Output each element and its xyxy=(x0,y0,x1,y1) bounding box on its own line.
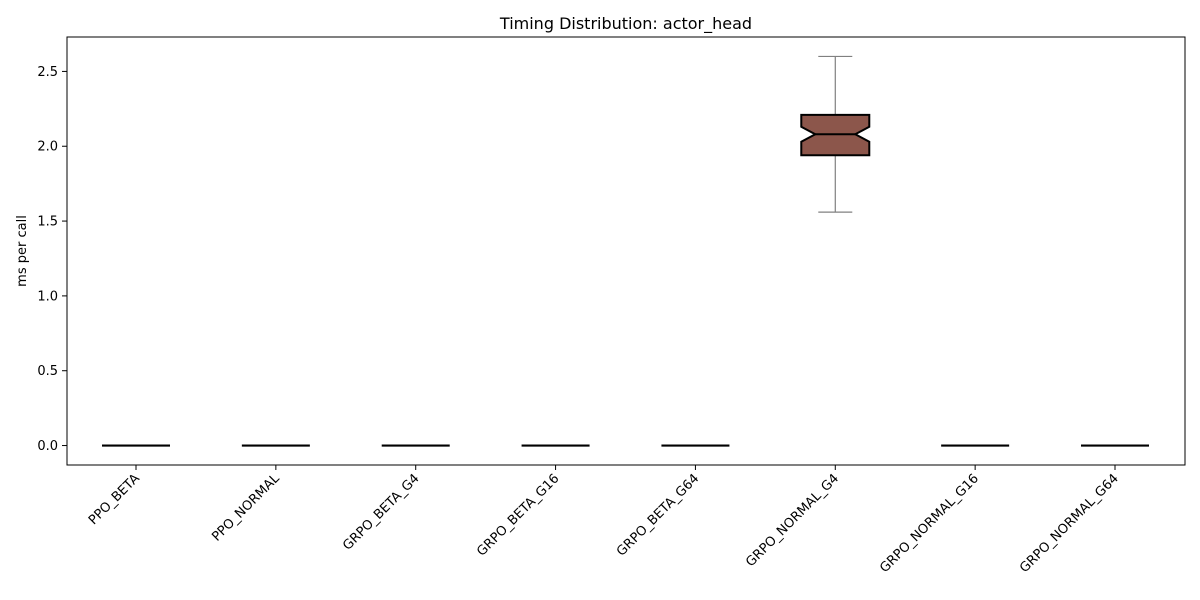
x-tick-label: GRPO_NORMAL_G16 xyxy=(877,471,982,576)
x-tick-label: GRPO_BETA_G16 xyxy=(474,471,562,559)
y-tick-label: 0.5 xyxy=(37,364,58,379)
x-tick-label: GRPO_NORMAL_G4 xyxy=(743,471,842,570)
y-tick-label: 1.5 xyxy=(37,215,58,230)
plot-area xyxy=(66,36,1186,466)
y-tick-label: 2.5 xyxy=(37,65,58,80)
chart-title: Timing Distribution: actor_head xyxy=(499,14,752,34)
x-axis-ticks: PPO_BETA PPO_NORMAL GRPO_BETA_G4 GRPO_BETA_… xyxy=(86,465,1122,576)
x-tick-label: GRPO_NORMAL_G64 xyxy=(1017,471,1122,576)
y-axis-ticks: 0.0 0.5 1.0 1.5 2.0 2.5 xyxy=(37,65,67,454)
x-tick-label: GRPO_BETA_G4 xyxy=(340,471,422,553)
y-tick-label: 0.0 xyxy=(37,439,58,454)
box-5 xyxy=(800,55,871,213)
x-tick-label: PPO_BETA xyxy=(86,471,143,528)
box-series xyxy=(102,55,1149,447)
x-tick-label: GRPO_BETA_G64 xyxy=(614,471,702,559)
x-tick-label: PPO_NORMAL xyxy=(209,471,283,545)
y-tick-label: 2.0 xyxy=(37,140,58,155)
y-axis-label: ms per call xyxy=(15,215,30,287)
y-tick-label: 1.0 xyxy=(37,289,58,304)
